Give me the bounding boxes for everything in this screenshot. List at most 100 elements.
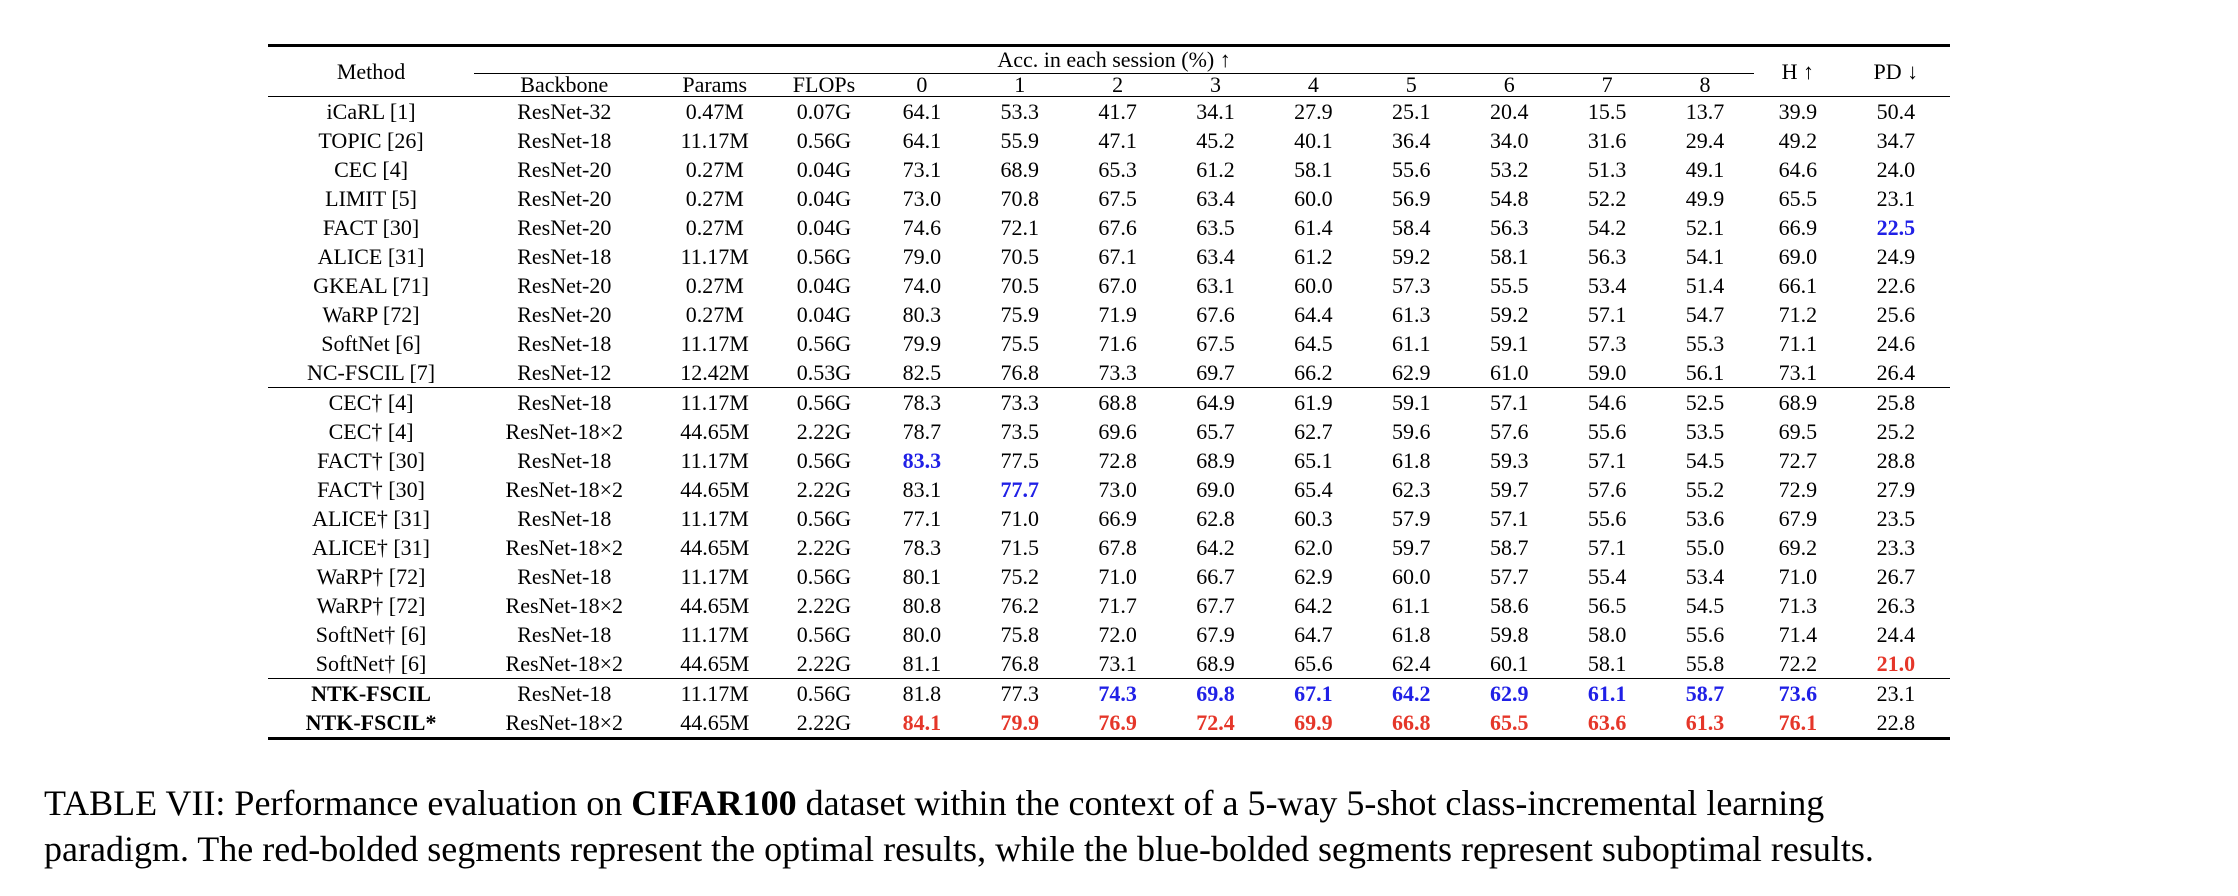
acc-cell: 31.6 [1587, 128, 1627, 153]
table-row: FACT† [30] ResNet-18 11.17M 0.56G 83.3 77.5 72… [268, 446, 1950, 475]
method-cell: SoftNet† [6] [315, 622, 427, 647]
acc-cell: 63.5 [1196, 215, 1235, 240]
acc-cell: 56.3 [1489, 215, 1529, 240]
acc-cell: 58.4 [1392, 215, 1431, 240]
params-header: Params [682, 72, 748, 97]
session-header: 0 [916, 72, 928, 97]
method-cell: WaRP [72] [322, 302, 420, 327]
params-cell: 11.17M [680, 331, 749, 356]
method-cell: GKEAL [71] [313, 273, 429, 298]
acc-cell: 62.4 [1392, 651, 1431, 676]
acc-cell: 56.9 [1392, 186, 1431, 211]
acc-cell: 73.0 [902, 186, 942, 211]
session-header: 7 [1601, 72, 1613, 97]
acc-cell: 63.4 [1196, 186, 1235, 211]
h-cell: 69.2 [1778, 535, 1818, 560]
acc-cell: 75.8 [1000, 622, 1039, 647]
acc-cell: 58.7 [1656, 678, 1755, 708]
acc-cell: 59.8 [1489, 622, 1529, 647]
acc-cell: 75.9 [1000, 302, 1039, 327]
acc-cell: 68.8 [1068, 387, 1167, 417]
acc-cell: 61.9 [1264, 387, 1363, 417]
backbone-cell: ResNet-18×2 [505, 419, 624, 444]
pd-cell: 24.4 [1876, 622, 1916, 647]
acc-cell: 62.8 [1196, 506, 1235, 531]
h-header: H ↑ [1754, 44, 1842, 97]
params-cell: 0.27M [685, 273, 744, 298]
acc-cell: 78.7 [902, 419, 942, 444]
acc-cell: 73.3 [1098, 360, 1137, 385]
table-row: SoftNet [6] ResNet-18 11.17M 0.56G 79.9 75.5 7… [268, 329, 1950, 358]
acc-cell: 53.5 [1685, 419, 1725, 444]
acc-cell: 68.9 [1196, 448, 1235, 473]
acc-cell: 53.4 [1685, 564, 1725, 589]
params-cell: 44.65M [680, 593, 750, 618]
acc-cell: 49.9 [1685, 186, 1725, 211]
session-header: 3 [1210, 72, 1222, 97]
acc-cell: 72.8 [1098, 448, 1137, 473]
acc-cell: 57.3 [1587, 331, 1627, 356]
acc-cell: 59.2 [1489, 302, 1529, 327]
pd-cell: 27.9 [1876, 477, 1916, 502]
acc-cell: 67.9 [1196, 622, 1235, 647]
acc-cell: 64.9 [1166, 387, 1265, 417]
table-row: WaRP [72] ResNet-20 0.27M 0.04G 80.3 75.9 71.9… [268, 300, 1950, 329]
acc-cell: 72.0 [1098, 622, 1137, 647]
acc-cell: 54.7 [1685, 302, 1725, 327]
table-row: FACT [30] ResNet-20 0.27M 0.04G 74.6 72.1 67.6… [268, 213, 1950, 242]
acc-cell: 65.1 [1294, 448, 1333, 473]
pd-cell: 22.6 [1876, 273, 1916, 298]
acc-cell: 60.0 [1294, 273, 1333, 298]
session-header: 8 [1699, 72, 1711, 97]
acc-cell: 71.7 [1098, 593, 1137, 618]
acc-cell: 60.0 [1294, 186, 1333, 211]
pd-cell: 22.5 [1876, 215, 1916, 240]
acc-cell: 64.1 [872, 96, 971, 126]
session-header: 1 [1014, 72, 1026, 97]
acc-cell: 70.8 [1000, 186, 1039, 211]
flops-cell: 0.07G [775, 96, 873, 126]
backbone-cell: ResNet-18 [517, 331, 612, 356]
acc-cell: 67.0 [1098, 273, 1137, 298]
params-cell: 0.27M [685, 186, 744, 211]
acc-cell: 77.1 [902, 506, 942, 531]
acc-cell: 59.2 [1392, 244, 1431, 269]
backbone-cell: ResNet-20 [517, 273, 612, 298]
acc-cell: 80.8 [902, 593, 942, 618]
acc-cell: 67.5 [1098, 186, 1137, 211]
acc-cell: 55.6 [1587, 506, 1627, 531]
backbone-cell: ResNet-18 [517, 128, 612, 153]
h-cell: 64.6 [1778, 157, 1818, 182]
table-row: SoftNet† [6] ResNet-18 11.17M 0.56G 80.0 75.8… [268, 620, 1950, 649]
acc-cell: 62.3 [1392, 477, 1431, 502]
session-header: 6 [1503, 72, 1515, 97]
acc-cell: 62.7 [1294, 419, 1333, 444]
caption-prefix: TABLE VII: Performance evaluation on [44, 783, 623, 823]
acc-cell: 61.1 [1558, 678, 1657, 708]
params-cell: 44.65M [654, 708, 776, 740]
table-row: CEC† [4] ResNet-18×2 44.65M 2.22G 78.7 73.5 69… [268, 417, 1950, 446]
h-cell: 65.5 [1778, 186, 1818, 211]
params-cell: 11.17M [680, 564, 749, 589]
acc-cell: 59.7 [1392, 535, 1431, 560]
acc-cell: 55.5 [1489, 273, 1529, 298]
table-row: NTK-FSCIL* ResNet-18×2 44.65M 2.22G 84.1 79.9… [268, 708, 1950, 740]
acc-cell: 58.6 [1489, 593, 1529, 618]
acc-cell: 83.1 [902, 477, 942, 502]
flops-cell: 2.22G [796, 593, 852, 618]
flops-cell: 0.04G [796, 157, 852, 182]
backbone-cell: ResNet-18 [517, 564, 612, 589]
acc-cell: 61.8 [1392, 448, 1431, 473]
acc-cell: 79.9 [902, 331, 942, 356]
acc-cell: 57.1 [1489, 506, 1529, 531]
acc-cell: 73.0 [1098, 477, 1137, 502]
acc-cell: 72.1 [1000, 215, 1039, 240]
method-cell: WaRP† [72] [316, 564, 426, 589]
backbone-cell: ResNet-20 [517, 157, 612, 182]
flops-cell: 0.56G [796, 244, 852, 269]
acc-cell: 64.1 [902, 128, 942, 153]
acc-cell: 65.5 [1460, 708, 1559, 740]
method-cell: FACT [30] [322, 215, 420, 240]
table-header-row-1: Method Acc. in each session (%) ↑ H ↑ PD… [268, 44, 1950, 97]
acc-cell: 55.4 [1587, 564, 1627, 589]
